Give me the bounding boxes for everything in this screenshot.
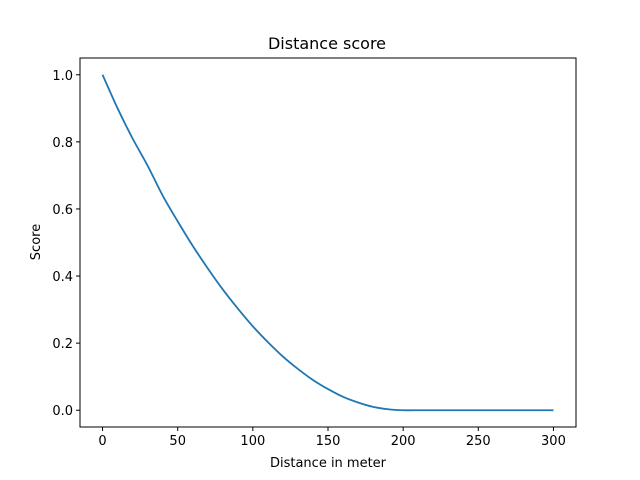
plot-area xyxy=(79,57,577,428)
x-tick-label: 150 xyxy=(316,434,341,449)
x-tick-label: 300 xyxy=(541,434,566,449)
y-tick-label: 0.6 xyxy=(52,203,73,218)
x-axis-label: Distance in meter xyxy=(270,456,387,471)
chart-title: Distance score xyxy=(268,34,386,53)
y-axis-label: Score xyxy=(29,224,44,260)
y-tick-label: 1.0 xyxy=(52,69,73,84)
series-line-0 xyxy=(101,74,554,412)
series-layer xyxy=(101,74,554,412)
y-tick-label: 0.0 xyxy=(52,404,73,419)
x-tick-label: 250 xyxy=(466,434,491,449)
y-tick-label: 0.2 xyxy=(52,337,73,352)
y-tick-label: 0.8 xyxy=(52,136,73,151)
x-tick-label: 0 xyxy=(98,434,106,449)
y-tick-label: 0.4 xyxy=(52,270,73,285)
x-tick-label: 50 xyxy=(169,434,186,449)
y-axis: 0.0 0.2 0.4 0.6 0.8 1.0 xyxy=(52,69,80,419)
x-axis: 0 50 100 150 200 250 300 xyxy=(98,427,566,449)
x-tick-label: 100 xyxy=(240,434,265,449)
x-tick-label: 200 xyxy=(391,434,416,449)
